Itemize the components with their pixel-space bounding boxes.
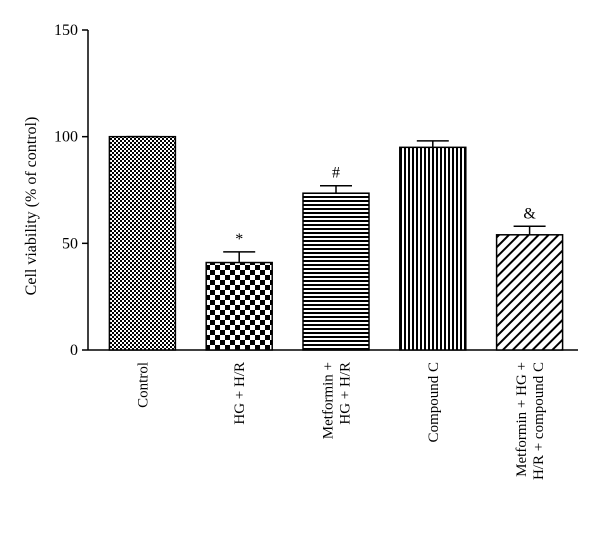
x-category-label: Compound C (426, 362, 442, 442)
x-category-label: HG + H/R (338, 362, 354, 425)
x-category-label: HG + H/R (232, 362, 248, 425)
bar (108, 135, 177, 351)
x-category-label: Control (135, 362, 151, 408)
bars (108, 135, 564, 351)
x-category-label: H/R + compound C (531, 362, 547, 480)
bar (495, 234, 564, 351)
bar (399, 146, 467, 351)
bar (205, 261, 273, 351)
y-tick-label: 50 (62, 235, 78, 252)
axes: 0 50 100 150 Cell viability (% of control) (23, 22, 578, 359)
bar (302, 192, 370, 351)
y-tick-label: 100 (54, 129, 78, 146)
y-tick-label: 0 (70, 342, 78, 359)
significance-label: # (332, 165, 340, 182)
labels: Control*HG + H/R#Metformin + HG + H/R Comp… (135, 165, 547, 480)
significance-label: & (523, 205, 536, 222)
x-category-label: Metformin + (321, 362, 337, 439)
y-axis-title: Cell viability (% of control) (23, 117, 40, 296)
significance-label: * (235, 231, 243, 248)
x-category-label: Metformin + HG + (514, 362, 530, 477)
y-tick-label: 150 (54, 22, 78, 39)
